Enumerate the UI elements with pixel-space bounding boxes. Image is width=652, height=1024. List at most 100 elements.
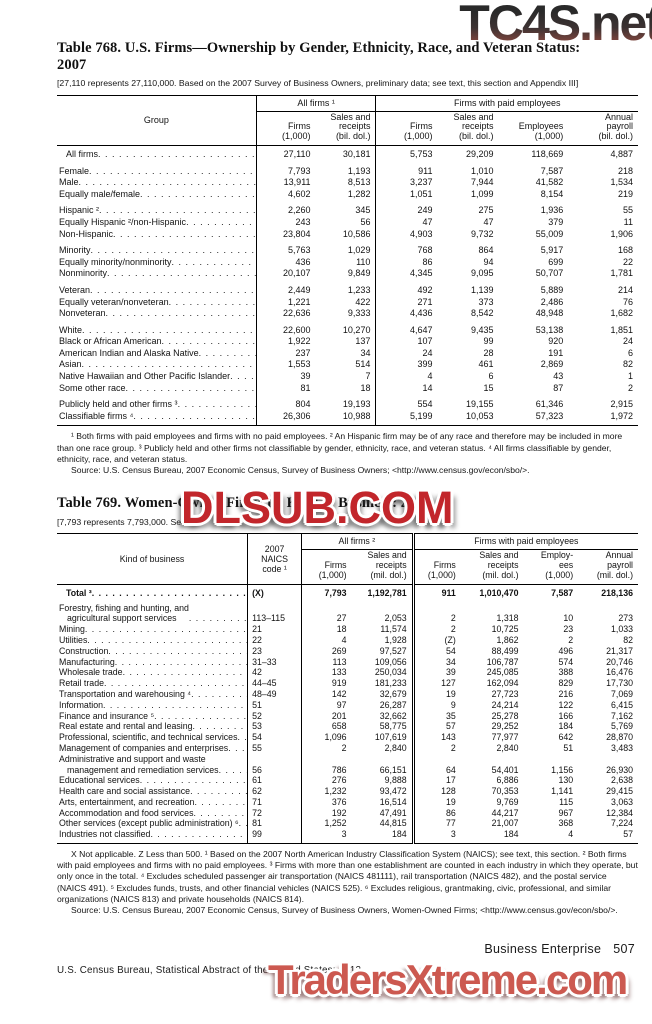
cell-value: 4,647 [375,319,438,337]
leader-dots [106,308,256,320]
leader-dots [191,689,247,700]
leader-dots [92,588,247,599]
row-label: Veteran [57,279,257,297]
table-row: Construction23 269 97,527 54 88,499 496 21,317 [57,645,638,657]
leader-dots [126,383,256,395]
cell-value: 57,323 [535,410,564,421]
cell-value: 18 [336,624,347,635]
cell-value: 118,669 [531,148,564,159]
leader-dots [186,217,256,229]
cell-value: 16,514 [379,796,407,807]
table-row: Mining21 18 11,574 2 10,725 23 1,033 [57,624,638,635]
table-row: Asian 1,553 514 399 461 2,869 82 [57,359,638,372]
table-row: All firms 27,110 30,181 5,753 29,209 118,669 4… [57,145,638,161]
cell-value: 9 [411,699,461,711]
footnote-text: X Not applicable. Z Less than 500. ¹ Bas… [57,849,638,904]
cell-value: 76 [622,296,633,307]
cell-value: 4 [341,634,347,645]
cell-value: 44,815 [379,818,407,829]
cell-value: 97 [336,699,347,710]
cell-value: 7,587 [540,165,564,176]
cell-value: 7,224 [610,818,633,829]
cell-value: 4 [375,371,438,383]
cell-value: 168 [617,245,633,256]
cell-value: 29,252 [491,721,519,732]
cell-value: 1,139 [471,284,494,295]
leader-dots [98,149,256,161]
table-row: Nonveteran 22,636 9,333 4,436 8,542 48,948 1,6… [57,308,638,320]
leader-dots [190,786,247,797]
row-label: Publicly held and other firms ³ [57,394,257,411]
cell-value: 8,513 [347,177,371,188]
row-label: Industries not classified [57,829,249,844]
cell-value: 376 [331,796,347,807]
leader-dots [113,229,256,241]
cell-value: 5,753 [375,145,438,161]
cell-value: 181,233 [374,678,407,689]
cell-value: 237 [295,347,311,358]
cell-value: 5,199 [375,410,438,426]
cell-value: 4 [568,829,574,840]
leader-dots [199,348,256,360]
cell-value: 1,282 [347,188,371,199]
cell-value: 6 [627,347,633,358]
table-row: Administrative and support and waste mana… [57,753,638,776]
cell-value: 10,053 [466,410,494,421]
table-row: Educational services61 276 9,888 17 6,886 130… [57,775,638,787]
cell-value: 48–49 [247,688,303,700]
spanner-firms-paid-employees: Firms with paid employees [375,95,638,112]
cell-value: 1,010,470 [479,587,519,598]
footer-section-label: Business Enterprise [484,942,602,956]
leader-dots [89,166,256,178]
row-label: Other services (except public administra… [57,818,249,830]
leader-dots [189,613,247,624]
cell-value: 166 [558,710,574,721]
table-row: Professional, scientific, and technical … [57,732,638,743]
table-row: Some other race 81 18 14 15 87 2 [57,382,638,395]
cell-value: 6 [488,371,494,382]
cell-value: 56 [247,753,303,776]
cell-value: 1,252 [324,818,347,829]
cell-value: 2 [411,598,461,625]
cell-value: 55,009 [535,228,564,239]
cell-value: 97,527 [379,645,407,656]
cell-value: 11 [623,216,633,227]
row-label: Asian [57,359,257,372]
spanner-all-firms: All firms ¹ [256,95,376,112]
page-footer-right: Business Enterprise 507 [484,942,635,956]
row-label: Equally minority/nonminority [57,256,257,269]
table-row: Non-Hispanic 23,804 10,586 4,903 9,732 55,009… [57,228,638,241]
cell-value: 10 [563,613,574,624]
cell-value: 399 [375,359,438,372]
table-row: Native Hawaiian and Other Pacific Island… [57,371,638,383]
cell-value: 109,056 [374,656,407,667]
cell-value: 24 [375,347,438,360]
cell-value: 10,725 [491,624,519,635]
cell-value: 77,977 [491,732,519,743]
table-row: Accommodation and food services72 192 47,4… [57,807,638,819]
leader-dots [154,711,247,722]
cell-value: 28,870 [606,732,633,743]
table-769-footnotes: X Not applicable. Z Less than 500. ¹ Bas… [57,849,638,916]
cell-value: 13,911 [283,177,311,188]
col-header-kind-of-business: Kind of business [57,533,249,585]
cell-value: 4,436 [375,308,438,320]
cell-value: 2,449 [288,284,311,295]
watermark-tradersxtreme-com: TradersXtreme.com [268,956,628,1003]
cell-value: 1,099 [471,188,494,199]
col-header-sales-receipts-paid: Sales and receipts (mil. dol.) [460,549,524,585]
cell-value: 47,491 [379,807,407,818]
cell-value: 1,193 [347,165,371,176]
cell-value: 61,346 [535,399,564,410]
cell-value: 71 [247,796,303,808]
row-label: Arts, entertainment, and recreation [57,796,249,808]
cell-value: 1,156 [551,764,574,775]
leader-dots [150,829,247,840]
cell-value: 271 [375,296,438,309]
cell-value: 1,781 [610,268,633,279]
cell-value: 920 [548,336,564,347]
table-row: Health care and social assistance62 1,232… [57,786,638,797]
cell-value: 22,636 [283,308,311,319]
cell-value: 81 [247,818,303,830]
table-row: Other services (except public administra… [57,818,638,830]
